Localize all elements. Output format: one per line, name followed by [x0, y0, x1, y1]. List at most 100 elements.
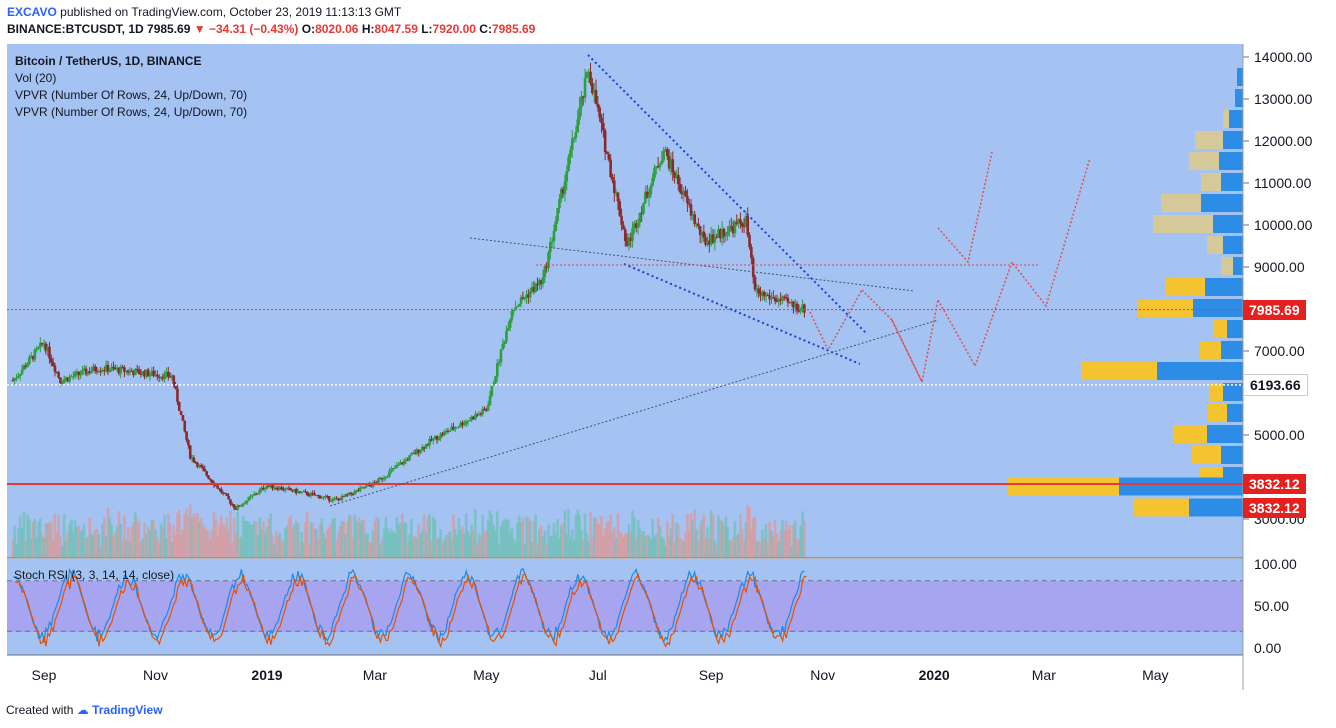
down-arrow-icon: ▼ [193, 22, 206, 36]
candle-body [82, 368, 86, 371]
volume-bar [592, 517, 596, 557]
candle-body [700, 231, 704, 236]
candle-body [62, 379, 66, 383]
candle-body [452, 426, 455, 430]
candle-body [265, 485, 269, 489]
vp-up-bar [1223, 131, 1243, 149]
volume-bar [415, 537, 419, 557]
time-tick-label: Nov [143, 667, 168, 683]
volume-bar [602, 535, 605, 557]
ascending-trendline [329, 319, 939, 507]
candle-body [550, 241, 554, 243]
vp-down-bar [1165, 278, 1205, 296]
candle-body [722, 228, 726, 237]
candle-body [695, 223, 698, 225]
volume-bar [464, 513, 468, 557]
volume-bar [57, 515, 60, 557]
candle-body [241, 503, 245, 506]
volume-bar [649, 539, 653, 557]
candle-body [602, 122, 605, 131]
volume-bar [245, 520, 249, 557]
price-tick-label: 7000.00 [1254, 343, 1305, 359]
volume-bar [104, 536, 108, 557]
rsi-legend[interactable]: Stoch RSI (3, 3, 14, 14, close) [14, 568, 175, 582]
candle-body [307, 495, 311, 497]
legend-vol[interactable]: Vol (20) [15, 71, 57, 85]
volume-bar [121, 538, 124, 557]
candles [11, 62, 806, 512]
candle-body [625, 240, 629, 246]
tradingview-logo-icon[interactable]: ☁ [76, 703, 89, 717]
candle-body [667, 156, 671, 169]
legend-vpvr-1[interactable]: VPVR (Number Of Rows, 24, Up/Down, 70) [15, 88, 248, 102]
volume-bar [441, 542, 444, 557]
vp-up-bar [1235, 89, 1243, 107]
volume-bar [748, 507, 751, 557]
candle-body [313, 493, 316, 496]
volume-bar [51, 540, 55, 557]
volume-bar [44, 523, 48, 557]
volume-bar [453, 528, 457, 557]
volume-bar [338, 526, 342, 557]
volume-bar [161, 527, 165, 557]
candle-body [669, 159, 673, 169]
candle-body [145, 369, 148, 377]
candle-body [525, 294, 528, 298]
candle-body [18, 374, 22, 376]
volume-bar [532, 521, 536, 557]
candle-body [803, 304, 806, 313]
candle-body [245, 500, 249, 504]
candle-body [358, 487, 362, 492]
legend-vpvr-2[interactable]: VPVR (Number Of Rows, 24, Up/Down, 70) [15, 105, 248, 119]
volume-bar [777, 541, 781, 557]
volume-bar [797, 539, 801, 557]
publisher-name[interactable]: EXCAVO [7, 5, 57, 19]
candle-body [298, 491, 302, 493]
volume-bar [627, 524, 631, 557]
time-tick-label: Sep [699, 667, 724, 683]
candle-body [612, 180, 616, 194]
projection-path [937, 151, 993, 264]
volume-bar [506, 519, 510, 557]
volume-bar [803, 520, 806, 557]
volume-bar [739, 514, 742, 557]
volume-bar [168, 522, 172, 557]
candle-body [474, 414, 477, 420]
candle-body [389, 469, 393, 472]
candle-body [574, 132, 578, 139]
candle-body [728, 226, 731, 232]
volume-bar [653, 536, 656, 557]
vp-up-bar [1119, 477, 1243, 496]
candle-body [592, 89, 596, 94]
candle-body [240, 505, 243, 507]
candle-body [207, 475, 210, 479]
tradingview-brand[interactable]: TradingView [92, 703, 163, 717]
volume-bar [638, 528, 642, 557]
volume-bar [389, 528, 393, 557]
volume-bar [307, 544, 311, 557]
candle-body [797, 310, 801, 312]
volume-bar [135, 518, 139, 557]
volume-bar [556, 519, 559, 557]
candle-body [287, 487, 291, 489]
volume-bar [583, 513, 587, 557]
vp-up-bar [1223, 383, 1243, 401]
volume-bar [260, 529, 263, 557]
volume-bar [86, 536, 90, 557]
volume-bar [570, 529, 574, 557]
volume-bar [686, 514, 689, 557]
main-pane[interactable] [7, 44, 1243, 558]
candle-body [400, 462, 404, 465]
candle-body [614, 192, 618, 194]
vp-down-bar [1133, 498, 1189, 517]
candle-body [461, 422, 464, 426]
candle-body [687, 203, 691, 205]
volume-bar [580, 529, 583, 557]
candle-body [556, 207, 559, 222]
volume-bar [368, 541, 371, 557]
volume-bar [538, 529, 541, 557]
volume-bar [496, 511, 499, 557]
volume-bar [375, 516, 378, 557]
candle-body [126, 370, 130, 373]
